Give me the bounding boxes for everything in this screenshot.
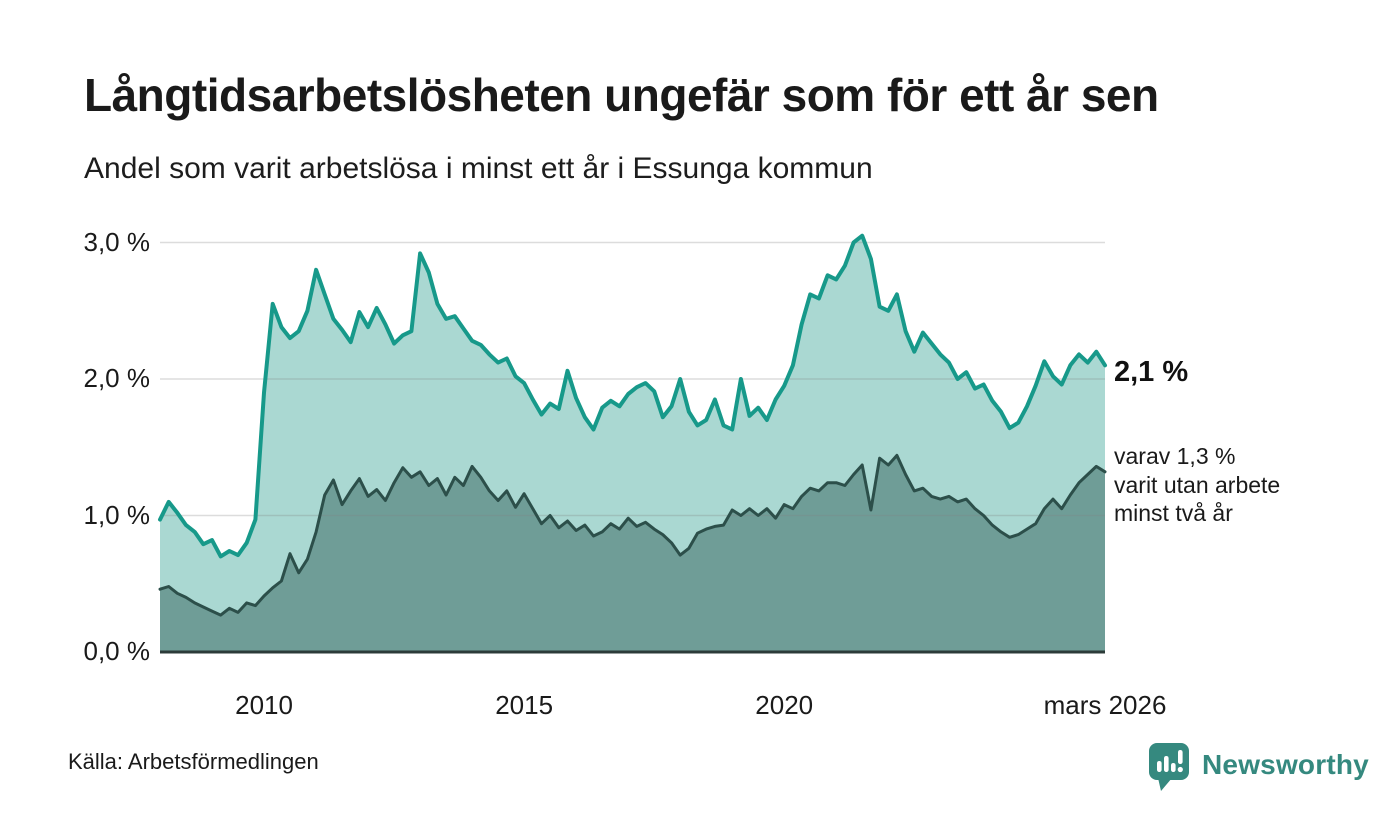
- secondary-value-line: varav 1,3 %: [1114, 443, 1236, 469]
- x-tick-label: 2010: [235, 690, 293, 720]
- x-tick-label: mars 2026: [1043, 690, 1167, 720]
- y-tick-label: 2,0 %: [83, 363, 151, 393]
- page-title: Långtidsarbetslösheten ungefär som för e…: [84, 69, 1159, 121]
- newsworthy-logo: Newsworthy: [1148, 742, 1369, 792]
- y-tick-label: 0,0 %: [83, 636, 151, 666]
- y-tick-label: 3,0 %: [83, 226, 151, 257]
- newsworthy-logo-icon: [1149, 743, 1189, 791]
- x-tick-label: 2020: [755, 690, 814, 720]
- secondary-value-label: varav 1,3 % varit utan arbete minst två …: [1114, 442, 1280, 528]
- secondary-value-line: minst två år: [1114, 500, 1233, 526]
- series-line-2: [158, 453, 1107, 617]
- source-attribution: Källa: Arbetsförmedlingen: [68, 749, 319, 774]
- y-tick-label: 1,0 %: [83, 499, 151, 530]
- newsworthy-logo-text: Newsworthy: [1202, 749, 1369, 780]
- secondary-value-line: varit utan arbete: [1114, 471, 1281, 498]
- area-chart: [158, 233, 1107, 654]
- x-tick-label: 2015: [495, 690, 554, 720]
- latest-value-label: 2,1 %: [1114, 356, 1189, 388]
- chart-subtitle: Andel som varit arbetslösa i minst ett å…: [84, 152, 873, 185]
- series-line-1: [158, 233, 1107, 559]
